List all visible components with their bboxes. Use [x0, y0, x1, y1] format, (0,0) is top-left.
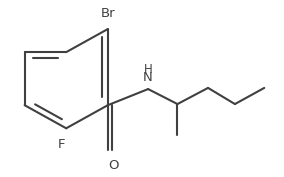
Text: O: O [108, 159, 119, 172]
Text: N: N [143, 72, 153, 84]
Text: F: F [58, 138, 65, 150]
Text: Br: Br [101, 7, 115, 20]
Text: H: H [144, 63, 153, 76]
